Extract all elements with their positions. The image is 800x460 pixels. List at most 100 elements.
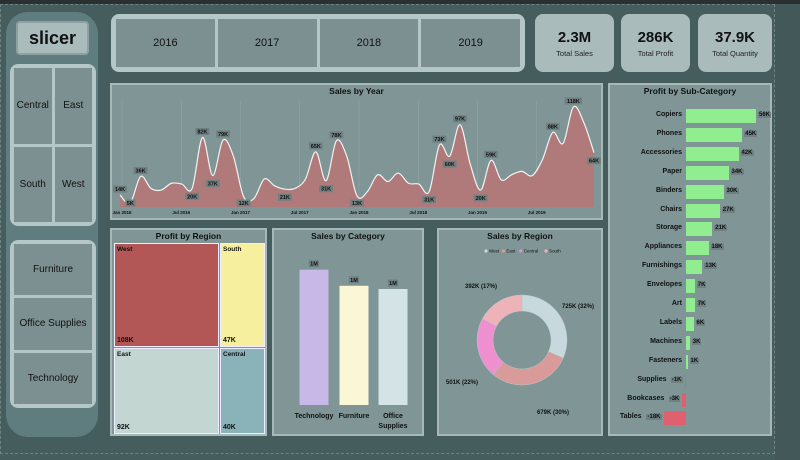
- subcategory-bar[interactable]: [684, 373, 686, 388]
- subcategory-row[interactable]: Supplies -1K: [610, 373, 770, 388]
- category-slicer: Furniture Office Supplies Technology: [10, 240, 96, 408]
- slice-label: 392K (17%): [465, 284, 497, 290]
- subcategory-row[interactable]: Fasteners 1K: [610, 354, 770, 369]
- report-canvas: [0, 4, 775, 454]
- subcategory-label: Fasteners: [648, 356, 682, 364]
- subcategory-bar[interactable]: [686, 146, 739, 161]
- subcategory-bar[interactable]: [682, 392, 686, 407]
- chart-title: Sales by Category: [311, 231, 385, 241]
- data-label: 20K: [476, 196, 486, 202]
- subcategory-row[interactable]: Storage 21K: [610, 222, 770, 237]
- bar-value-label-bg: [348, 276, 360, 284]
- data-label-bg: [236, 199, 251, 207]
- subcategory-label: Machines: [650, 337, 682, 345]
- subcategory-row[interactable]: Appliances 18K: [610, 241, 770, 256]
- treemap-tile-east[interactable]: East 92K: [114, 348, 219, 434]
- subcategory-bar[interactable]: [686, 127, 743, 142]
- legend-item: West: [489, 249, 500, 254]
- data-label: 14K: [115, 187, 125, 193]
- sales-by-category-panel[interactable]: Sales by Category 1M Technology 1M Furnitur…: [272, 228, 424, 436]
- legend-marker: [484, 249, 488, 253]
- donut-slice-central[interactable]: [476, 318, 504, 375]
- data-label: 82K: [197, 129, 207, 135]
- subcategory-bar[interactable]: [686, 241, 709, 256]
- subcategory-bar[interactable]: [686, 279, 695, 294]
- donut-slice-east[interactable]: [492, 351, 564, 386]
- category-bar[interactable]: [339, 285, 369, 405]
- subcategory-bar[interactable]: [686, 316, 694, 331]
- subcategory-row[interactable]: Paper 34K: [610, 165, 770, 180]
- subcategory-bar[interactable]: [686, 222, 713, 237]
- subcategory-label: Envelopes: [646, 281, 682, 289]
- donut-slice-south[interactable]: [482, 294, 523, 327]
- category-axis-label: Office: [383, 413, 403, 420]
- year-tile-2016[interactable]: 2016: [116, 19, 215, 67]
- category-bar[interactable]: [378, 289, 408, 405]
- category-tile-technology[interactable]: Technology: [14, 352, 92, 404]
- treemap-value: 47K: [223, 337, 236, 344]
- profit-by-subcategory-panel[interactable]: Profit by Sub-Category Copiers 56K Phones 4…: [608, 83, 772, 436]
- data-label-bg: [185, 192, 200, 200]
- category-bar[interactable]: [299, 269, 329, 405]
- bar-value-label: 1M: [350, 278, 358, 284]
- subcategory-row[interactable]: Accessories 42K: [610, 146, 770, 161]
- subcategory-label: Bookcases: [627, 394, 665, 402]
- data-label: 64K: [589, 159, 599, 165]
- treemap-tile-south[interactable]: South 47K: [220, 243, 265, 347]
- subcategory-bar[interactable]: [686, 335, 690, 350]
- kpi-value: 286K: [637, 28, 674, 46]
- subcategory-bar[interactable]: [686, 203, 720, 218]
- region-tile-west[interactable]: West: [54, 146, 92, 222]
- sales-by-year-panel[interactable]: Sales by Year Jan 2016 Jul 2016 Jan 2017 Ju…: [110, 83, 603, 220]
- subcategory-row[interactable]: Copiers 56K: [610, 109, 772, 123]
- treemap-tile-central[interactable]: Central 40K: [220, 348, 265, 434]
- year-tile-2019[interactable]: 2019: [421, 19, 520, 67]
- subcategory-row[interactable]: Envelopes 7K: [610, 279, 770, 294]
- legend-marker: [501, 249, 505, 253]
- treemap-name: West: [117, 246, 133, 253]
- year-tile-2018[interactable]: 2018: [319, 19, 419, 67]
- subcategory-row[interactable]: Bookcases -3K: [610, 392, 770, 407]
- subcategory-row[interactable]: Tables -18K: [610, 411, 770, 426]
- subcategory-bar[interactable]: [686, 165, 729, 180]
- chart-title: Profit by Sub-Category: [643, 86, 737, 96]
- subcategory-value-label: 34K: [730, 168, 744, 175]
- data-label-bg: [308, 142, 323, 150]
- category-tile-office-supplies[interactable]: Office Supplies: [14, 298, 92, 350]
- subcategory-bar[interactable]: [686, 184, 724, 199]
- subcategory-row[interactable]: Labels 6K: [610, 316, 770, 331]
- data-label: 20K: [187, 194, 197, 200]
- region-tile-east[interactable]: East: [54, 68, 92, 144]
- category-axis-label: Furniture: [339, 413, 370, 420]
- subcategory-row[interactable]: Furnishings 13K: [610, 260, 770, 275]
- slice-label: 725K (32%): [562, 304, 594, 310]
- subcategory-bar[interactable]: [686, 260, 703, 275]
- subcategory-row[interactable]: Art 7K: [610, 298, 770, 312]
- subcategory-row[interactable]: Machines 3K: [610, 335, 770, 350]
- subcategory-row[interactable]: Chairs 27K: [610, 203, 770, 218]
- subcategory-row[interactable]: Phones 45K: [610, 127, 770, 142]
- donut-slice-west[interactable]: [521, 294, 568, 359]
- region-tile-central[interactable]: Central: [14, 68, 52, 144]
- subcategory-value-label: 3K: [691, 338, 702, 345]
- subcategory-row[interactable]: Binders 30K: [610, 184, 770, 199]
- data-label: 118K: [567, 99, 580, 105]
- subcategory-bar[interactable]: [663, 411, 686, 426]
- subcategory-bar[interactable]: [686, 109, 756, 123]
- sales-by-region-panel[interactable]: Sales by Region West East Central South 725K…: [437, 228, 603, 436]
- subcategory-value-label: 18K: [710, 244, 724, 251]
- legend-marker: [544, 249, 548, 253]
- treemap-tile-west[interactable]: West 108K: [114, 243, 219, 347]
- treemap-value: 40K: [223, 424, 236, 431]
- data-label: 5K: [127, 201, 134, 207]
- region-tile-south[interactable]: South: [14, 146, 52, 222]
- subcategory-value-label: 45K: [744, 130, 758, 137]
- x-tick-label: Jan 2019: [468, 210, 488, 215]
- subcategory-bar[interactable]: [686, 298, 695, 312]
- profit-by-region-panel[interactable]: Profit by Region West 108K South 47K Eas…: [110, 228, 267, 436]
- data-label: 78K: [331, 133, 341, 139]
- subcategory-bar[interactable]: [686, 354, 688, 369]
- category-tile-furniture[interactable]: Furniture: [14, 244, 92, 296]
- subcategory-bars: Copiers 56K Phones 45K Accessories 42K Paper 34…: [610, 109, 772, 429]
- year-tile-2017[interactable]: 2017: [217, 19, 317, 67]
